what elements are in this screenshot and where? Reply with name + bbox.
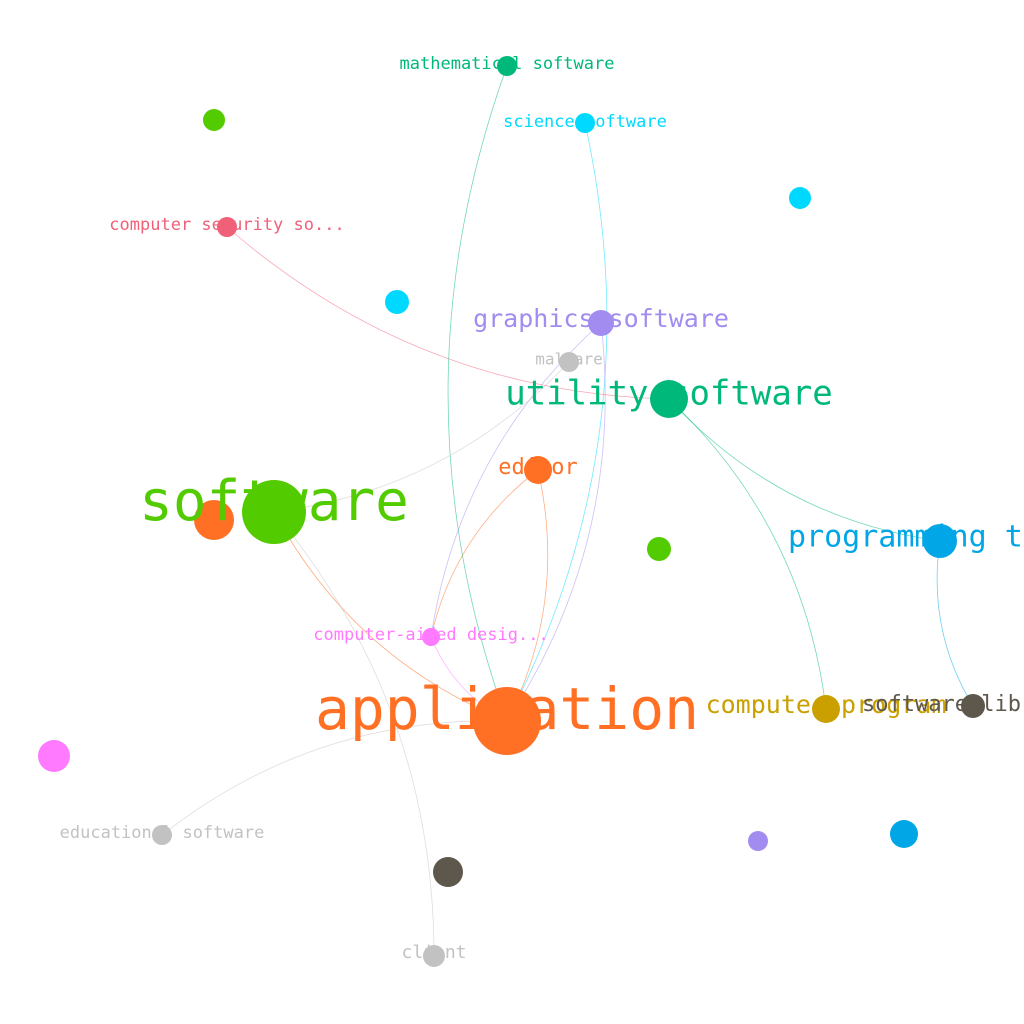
- edge-computer-security-software-utility-software: [226, 226, 670, 400]
- node-software-library[interactable]: [961, 694, 985, 718]
- node-label-computer-security-software: computer security so...: [109, 215, 344, 235]
- node-unlabeled-brown[interactable]: [433, 857, 463, 887]
- node-graphics-software[interactable]: [588, 310, 614, 336]
- node-utility-software[interactable]: [650, 380, 688, 418]
- edge-layer: [161, 65, 974, 957]
- node-label-mathematical-software: mathematical software: [400, 54, 615, 74]
- node-unlabeled-magenta[interactable]: [38, 740, 70, 772]
- edge-graphics-software-application: [506, 322, 606, 722]
- node-label-educational-software: educational software: [60, 823, 265, 843]
- node-client[interactable]: [423, 945, 445, 967]
- edge-software-client: [273, 511, 435, 957]
- edge-editor-computer-aided-design: [430, 469, 539, 638]
- node-unlabeled-cyan-2[interactable]: [385, 290, 409, 314]
- node-unlabeled-blue[interactable]: [890, 820, 918, 848]
- node-label-software: software: [139, 469, 409, 534]
- node-unlabeled-cyan-1[interactable]: [789, 187, 811, 209]
- node-label-malware: malware: [535, 350, 602, 369]
- edge-science-software-application: [506, 122, 608, 722]
- node-malware[interactable]: [559, 352, 579, 372]
- node-label-utility-software: utility software: [505, 374, 833, 414]
- node-computer-program[interactable]: [812, 695, 840, 723]
- node-software-orange[interactable]: [194, 500, 234, 540]
- node-label-computer-program: computer program: [706, 690, 947, 719]
- node-programming-tool[interactable]: [923, 524, 957, 558]
- node-unlabeled-purple[interactable]: [748, 831, 768, 851]
- edge-mathematical-software-application: [447, 65, 508, 722]
- node-label-programming-tool: programming t: [788, 520, 1023, 555]
- node-computer-security-software[interactable]: [217, 217, 237, 237]
- node-unlabeled-green-1[interactable]: [203, 109, 225, 131]
- edge-educational-software-application: [161, 720, 508, 836]
- edge-malware-software: [273, 361, 570, 513]
- edge-utility-software-computer-program: [668, 398, 827, 710]
- edge-software-application: [273, 511, 508, 722]
- node-science-software[interactable]: [575, 113, 595, 133]
- node-editor[interactable]: [524, 456, 552, 484]
- node-computer-aided-design[interactable]: [422, 628, 440, 646]
- node-label-science-software: science software: [503, 112, 667, 132]
- node-label-graphics-software: graphics software: [473, 304, 729, 333]
- edge-programming-tool-software-library: [936, 540, 974, 707]
- node-label-software-library: software lib: [862, 692, 1021, 717]
- node-label-computer-aided-design: computer-aided desig...: [313, 625, 548, 645]
- node-label-client: client: [401, 942, 466, 963]
- node-application[interactable]: [473, 687, 541, 755]
- node-software[interactable]: [242, 480, 306, 544]
- label-layer: application software utility software progr…: [60, 54, 1023, 963]
- node-label-editor: editor: [498, 455, 577, 480]
- edge-graphics-software-computer-aided-design: [430, 322, 602, 638]
- node-educational-software[interactable]: [152, 825, 172, 845]
- node-mathematical-software[interactable]: [497, 56, 517, 76]
- node-layer: [38, 56, 985, 967]
- node-label-application: application: [315, 675, 699, 743]
- node-unlabeled-green-2[interactable]: [647, 537, 671, 561]
